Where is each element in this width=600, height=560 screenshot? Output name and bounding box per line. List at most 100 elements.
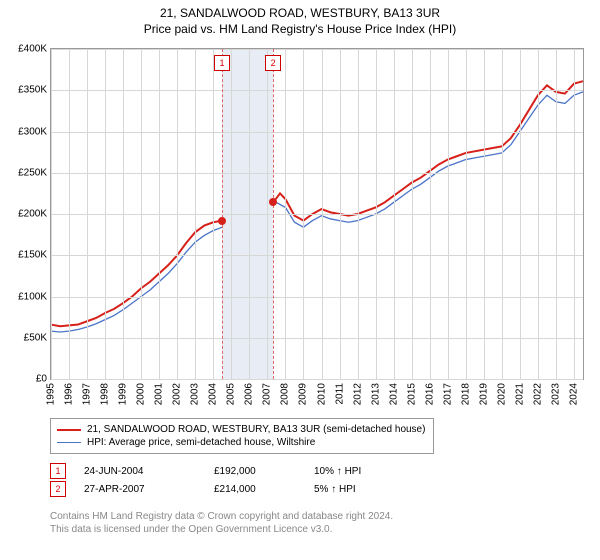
- legend-label: 21, SANDALWOOD ROAD, WESTBURY, BA13 3UR …: [87, 424, 425, 435]
- event-pct: 10% ↑ HPI: [314, 466, 361, 477]
- event-vline: [222, 49, 223, 379]
- transaction-events: 1 24-JUN-2004£192,00010% ↑ HPI 2 27-APR-200…: [50, 462, 361, 498]
- y-gridline: [51, 338, 583, 339]
- x-gridline: [69, 49, 70, 379]
- x-tick-label: 2020: [496, 383, 507, 405]
- x-gridline: [213, 49, 214, 379]
- y-tick-label: £350K: [18, 85, 47, 96]
- y-tick-label: £250K: [18, 167, 47, 178]
- x-tick-label: 2015: [406, 383, 417, 405]
- x-tick-label: 2012: [352, 383, 363, 405]
- event-index-square: 2: [50, 481, 66, 497]
- x-tick-label: 2014: [388, 383, 399, 405]
- x-tick-label: 2001: [154, 383, 165, 405]
- footnote-line1: Contains HM Land Registry data © Crown c…: [50, 510, 393, 523]
- y-gridline: [51, 297, 583, 298]
- chart-title-line2: Price paid vs. HM Land Registry's House …: [0, 20, 600, 36]
- x-gridline: [394, 49, 395, 379]
- plot-area: £0£50K£100K£150K£200K£250K£300K£350K£400…: [50, 48, 584, 380]
- event-price: £192,000: [214, 466, 314, 477]
- x-gridline: [412, 49, 413, 379]
- y-gridline: [51, 173, 583, 174]
- x-tick-label: 2013: [370, 383, 381, 405]
- y-gridline: [51, 214, 583, 215]
- event-price: £214,000: [214, 484, 314, 495]
- footnote: Contains HM Land Registry data © Crown c…: [50, 510, 393, 536]
- event-date: 27-APR-2007: [84, 484, 214, 495]
- y-gridline: [51, 49, 583, 50]
- x-tick-label: 2016: [424, 383, 435, 405]
- x-tick-label: 2002: [172, 383, 183, 405]
- x-gridline: [123, 49, 124, 379]
- x-tick-label: 2023: [550, 383, 561, 405]
- x-tick-label: 1996: [64, 383, 75, 405]
- y-tick-label: £150K: [18, 250, 47, 261]
- x-gridline: [358, 49, 359, 379]
- x-gridline: [538, 49, 539, 379]
- legend-swatch: [57, 429, 81, 431]
- x-tick-label: 1999: [118, 383, 129, 405]
- x-gridline: [376, 49, 377, 379]
- x-gridline: [177, 49, 178, 379]
- x-tick-label: 1995: [46, 383, 57, 405]
- x-gridline: [195, 49, 196, 379]
- legend-row: HPI: Average price, semi-detached house,…: [57, 436, 427, 449]
- event-marker-square: 2: [265, 55, 281, 71]
- x-gridline: [322, 49, 323, 379]
- legend-box: 21, SANDALWOOD ROAD, WESTBURY, BA13 3UR …: [50, 418, 434, 454]
- x-gridline: [51, 49, 52, 379]
- x-gridline: [502, 49, 503, 379]
- x-gridline: [159, 49, 160, 379]
- event-row: 2 27-APR-2007£214,0005% ↑ HPI: [50, 480, 361, 498]
- y-tick-label: £200K: [18, 209, 47, 220]
- data-point-dot: [269, 198, 277, 206]
- x-gridline: [574, 49, 575, 379]
- x-gridline: [231, 49, 232, 379]
- x-gridline: [141, 49, 142, 379]
- x-tick-label: 2005: [226, 383, 237, 405]
- x-tick-label: 2011: [334, 383, 345, 405]
- x-tick-label: 2018: [460, 383, 471, 405]
- legend-row: 21, SANDALWOOD ROAD, WESTBURY, BA13 3UR …: [57, 423, 427, 436]
- y-gridline: [51, 379, 583, 380]
- y-gridline: [51, 255, 583, 256]
- x-tick-label: 2000: [136, 383, 147, 405]
- x-tick-label: 2024: [568, 383, 579, 405]
- x-gridline: [285, 49, 286, 379]
- event-index-square: 1: [50, 463, 66, 479]
- x-gridline: [430, 49, 431, 379]
- legend-swatch: [57, 442, 81, 443]
- x-tick-label: 2022: [532, 383, 543, 405]
- event-date: 24-JUN-2004: [84, 466, 214, 477]
- x-gridline: [520, 49, 521, 379]
- chart-title-line1: 21, SANDALWOOD ROAD, WESTBURY, BA13 3UR: [0, 0, 600, 20]
- data-point-dot: [218, 217, 226, 225]
- x-tick-label: 1998: [100, 383, 111, 405]
- series-line-subject: [51, 81, 583, 326]
- event-row: 1 24-JUN-2004£192,00010% ↑ HPI: [50, 462, 361, 480]
- footnote-line2: This data is licensed under the Open Gov…: [50, 523, 393, 536]
- event-vline: [273, 49, 274, 379]
- y-tick-label: £50K: [24, 332, 47, 343]
- event-marker-square: 1: [214, 55, 230, 71]
- x-tick-label: 2019: [478, 383, 489, 405]
- y-tick-label: £300K: [18, 126, 47, 137]
- y-gridline: [51, 132, 583, 133]
- event-pct: 5% ↑ HPI: [314, 484, 356, 495]
- x-tick-label: 2010: [316, 383, 327, 405]
- x-tick-label: 2008: [280, 383, 291, 405]
- x-gridline: [556, 49, 557, 379]
- x-tick-label: 2004: [208, 383, 219, 405]
- x-tick-label: 2021: [514, 383, 525, 405]
- x-gridline: [105, 49, 106, 379]
- x-gridline: [87, 49, 88, 379]
- legend-label: HPI: Average price, semi-detached house,…: [87, 437, 315, 448]
- y-gridline: [51, 90, 583, 91]
- x-gridline: [249, 49, 250, 379]
- x-tick-label: 2006: [244, 383, 255, 405]
- x-gridline: [267, 49, 268, 379]
- x-gridline: [448, 49, 449, 379]
- y-tick-label: £100K: [18, 291, 47, 302]
- x-tick-label: 2017: [442, 383, 453, 405]
- x-tick-label: 1997: [82, 383, 93, 405]
